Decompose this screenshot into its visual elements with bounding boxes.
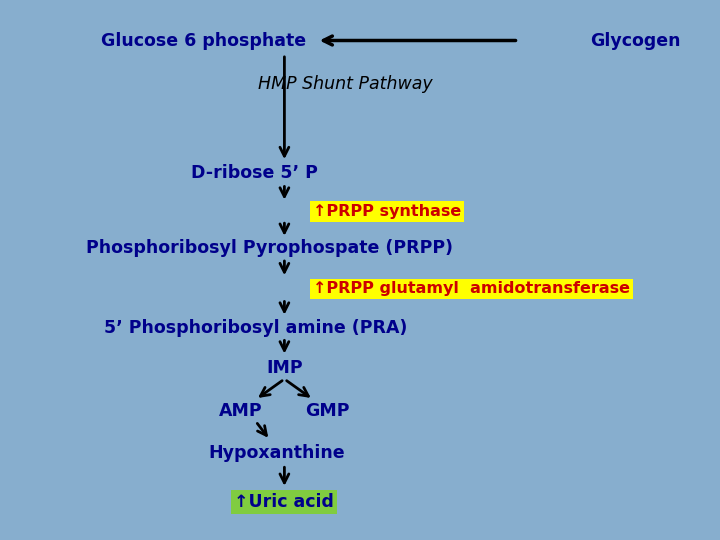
Text: ↑PRPP synthase: ↑PRPP synthase bbox=[313, 204, 462, 219]
Text: ↑Uric acid: ↑Uric acid bbox=[235, 493, 334, 511]
Text: ↑PRPP glutamyl  amidotransferase: ↑PRPP glutamyl amidotransferase bbox=[313, 281, 630, 296]
Text: GMP: GMP bbox=[305, 402, 350, 421]
Text: 5’ Phosphoribosyl amine (PRA): 5’ Phosphoribosyl amine (PRA) bbox=[104, 319, 408, 338]
Text: IMP: IMP bbox=[266, 359, 302, 377]
Text: Phosphoribosyl Pyrophospate (PRPP): Phosphoribosyl Pyrophospate (PRPP) bbox=[86, 239, 454, 258]
Text: D-ribose 5’ P: D-ribose 5’ P bbox=[191, 164, 318, 182]
Text: Hypoxanthine: Hypoxanthine bbox=[209, 443, 346, 462]
Text: HMP Shunt Pathway: HMP Shunt Pathway bbox=[258, 75, 433, 93]
Text: Glucose 6 phosphate: Glucose 6 phosphate bbox=[101, 31, 306, 50]
Text: AMP: AMP bbox=[220, 402, 263, 421]
Text: Glycogen: Glycogen bbox=[590, 31, 681, 50]
